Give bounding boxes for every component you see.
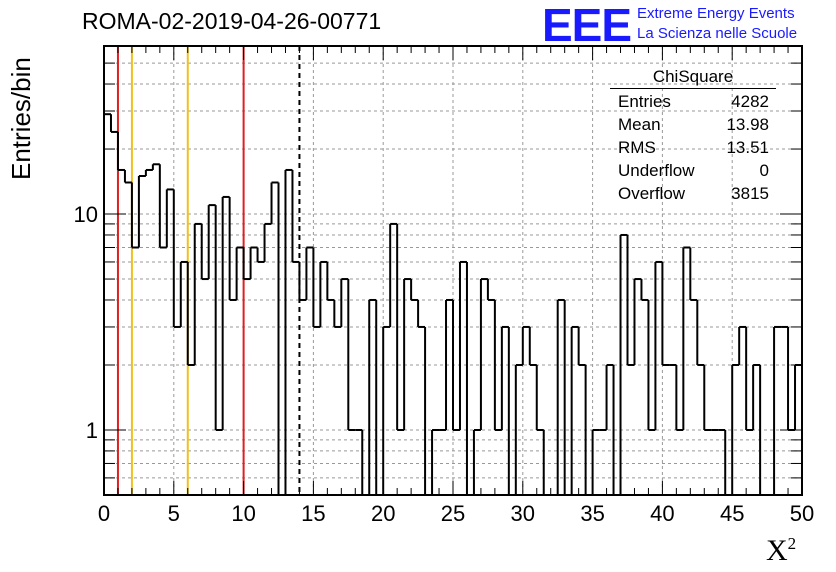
- x-tick-label: 40: [650, 501, 674, 526]
- x-axis-label: X2: [766, 534, 797, 567]
- x-tick-label: 50: [790, 501, 814, 526]
- stats-box: ChiSquare Entries 4282 Mean 13.98 RMS 13.51 Un…: [610, 67, 776, 205]
- stats-row: Underflow 0: [610, 159, 776, 182]
- stats-value: 0: [759, 161, 769, 180]
- org-name: Extreme Energy Events: [637, 5, 795, 22]
- x-tick-label: 20: [371, 501, 395, 526]
- stats-label: Overflow: [618, 184, 686, 203]
- stats-value: 13.98: [726, 115, 769, 134]
- stats-row: Entries 4282: [610, 90, 776, 113]
- org-tagline: La Scienza nelle Scuole: [637, 25, 798, 42]
- x-tick-label: 35: [580, 501, 604, 526]
- stats-value: 3815: [731, 184, 769, 203]
- stats-row: Overflow 3815: [610, 182, 776, 205]
- eee-logo: EEE: [542, 0, 632, 51]
- stats-label: Underflow: [618, 161, 695, 180]
- stats-row: Mean 13.98: [610, 113, 776, 136]
- x-tick-label: 25: [441, 501, 465, 526]
- x-tick-label: 5: [168, 501, 180, 526]
- stats-row: RMS 13.51: [610, 136, 776, 159]
- x-tick-label: 15: [301, 501, 325, 526]
- x-tick-label: 0: [98, 501, 110, 526]
- stats-label: RMS: [618, 138, 656, 157]
- stats-label: Entries: [618, 92, 671, 111]
- y-tick-label: 1: [86, 418, 98, 443]
- x-tick-label: 10: [231, 501, 255, 526]
- stats-title: ChiSquare: [610, 67, 776, 89]
- stats-value: 13.51: [726, 138, 769, 157]
- y-axis-label: Entries/bin: [6, 57, 36, 180]
- x-tick-label: 30: [511, 501, 535, 526]
- y-tick-label: 10: [74, 202, 98, 227]
- x-tick-label: 45: [720, 501, 744, 526]
- chart-title: ROMA-02-2019-04-26-00771: [82, 8, 382, 34]
- stats-label: Mean: [618, 115, 661, 134]
- stats-value: 4282: [731, 92, 769, 111]
